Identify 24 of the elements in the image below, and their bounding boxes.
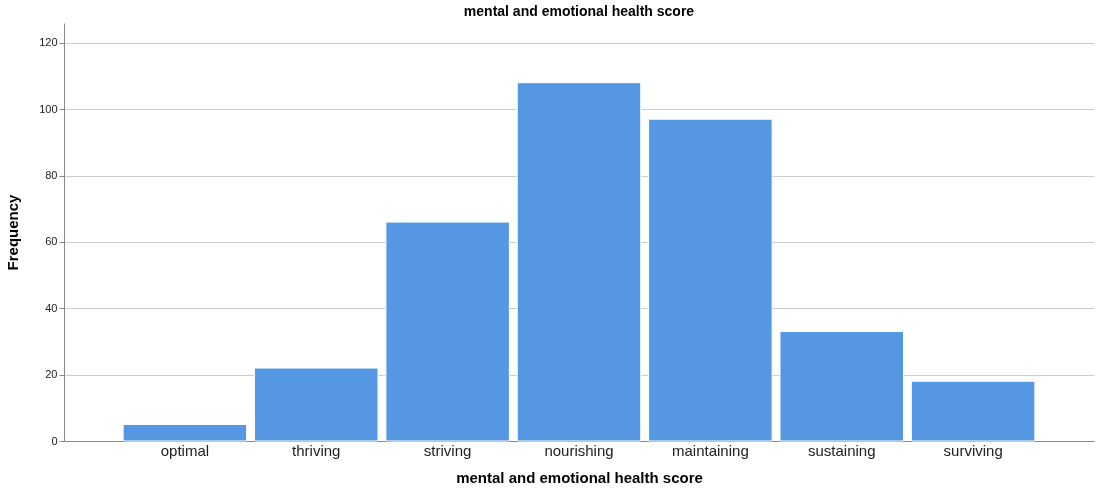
bar <box>254 367 379 442</box>
bar <box>385 221 510 442</box>
x-tick-label: sustaining <box>807 441 876 459</box>
chart-title: mental and emotional health score <box>463 3 695 19</box>
y-tick-label: 60 <box>45 235 58 248</box>
x-tick-label: nourishing <box>544 441 614 459</box>
y-tick-label: 80 <box>45 169 58 182</box>
y-tick-label: 20 <box>45 368 58 381</box>
x-tick-label: thriving <box>292 441 341 459</box>
y-tick-label: 120 <box>39 36 58 49</box>
bar <box>910 380 1036 442</box>
x-axis-title: mental and emotional health score <box>456 468 703 486</box>
bar <box>516 82 642 442</box>
x-tick-label: striving <box>423 441 472 459</box>
bar <box>648 118 773 442</box>
y-tick-label: 40 <box>45 301 58 314</box>
y-axis-title: Frequency <box>4 193 22 271</box>
y-tick-label: 0 <box>51 434 58 447</box>
bar <box>779 331 904 442</box>
bar <box>122 423 248 442</box>
x-tick-label: optimal <box>160 441 210 459</box>
x-tick-label: surviving <box>943 441 1003 459</box>
x-tick-label: maintaining <box>672 441 749 459</box>
y-tick-label: 100 <box>39 102 58 115</box>
